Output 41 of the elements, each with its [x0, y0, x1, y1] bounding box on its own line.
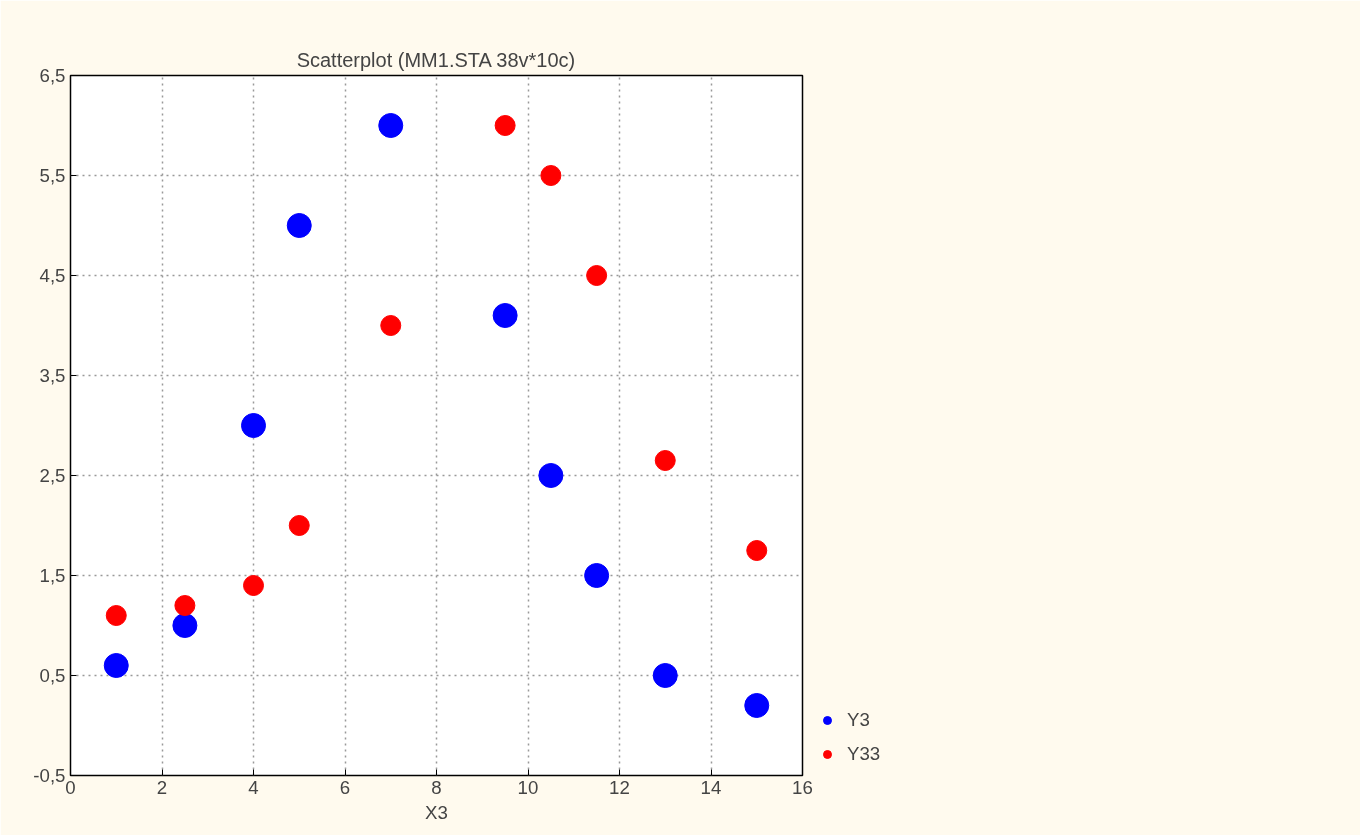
- point: [494, 115, 516, 136]
- point: [540, 165, 562, 186]
- point: [286, 213, 312, 238]
- point: [654, 450, 676, 471]
- x-tick-label: 4: [248, 776, 259, 798]
- point: [538, 463, 564, 488]
- point: [380, 315, 402, 336]
- legend-label: Y33: [847, 743, 881, 765]
- x-tick-label: 10: [517, 776, 539, 798]
- y-tick-label: 3,5: [39, 365, 66, 386]
- y-tick-label: -0,5: [33, 765, 66, 786]
- y-tick-label: 0,5: [39, 665, 66, 686]
- point: [288, 515, 310, 536]
- x-tick-label: 0: [65, 776, 76, 798]
- x-tick-label: 14: [700, 776, 722, 798]
- legend-label: Y3: [847, 709, 870, 731]
- x-tick-label: 6: [339, 776, 351, 798]
- point: [492, 303, 518, 328]
- point: [105, 605, 127, 626]
- x-tick-label: 12: [609, 776, 630, 798]
- point: [243, 575, 264, 596]
- y-tick-label: 4,5: [39, 265, 66, 286]
- point: [174, 595, 196, 616]
- point: [378, 113, 404, 138]
- x-tick-label: 8: [431, 776, 442, 798]
- point: [584, 563, 610, 588]
- point: [652, 663, 678, 688]
- x-tick-label: 16: [792, 776, 813, 798]
- point: [103, 653, 129, 678]
- y-tick-label: 2,5: [39, 465, 66, 486]
- x-axis-title: X3: [425, 801, 448, 823]
- point: [172, 613, 198, 638]
- point: [586, 265, 608, 286]
- point: [746, 540, 768, 561]
- chart-title: Scatterplot (MM1.STA 38v*10c): [296, 48, 576, 71]
- point: [744, 693, 770, 718]
- point: [241, 413, 266, 438]
- x-tick-label: 2: [156, 776, 168, 798]
- y-tick-label: 6,5: [39, 65, 66, 86]
- y-tick-label: 5,5: [39, 165, 66, 186]
- y-tick-label: 1,5: [39, 565, 66, 586]
